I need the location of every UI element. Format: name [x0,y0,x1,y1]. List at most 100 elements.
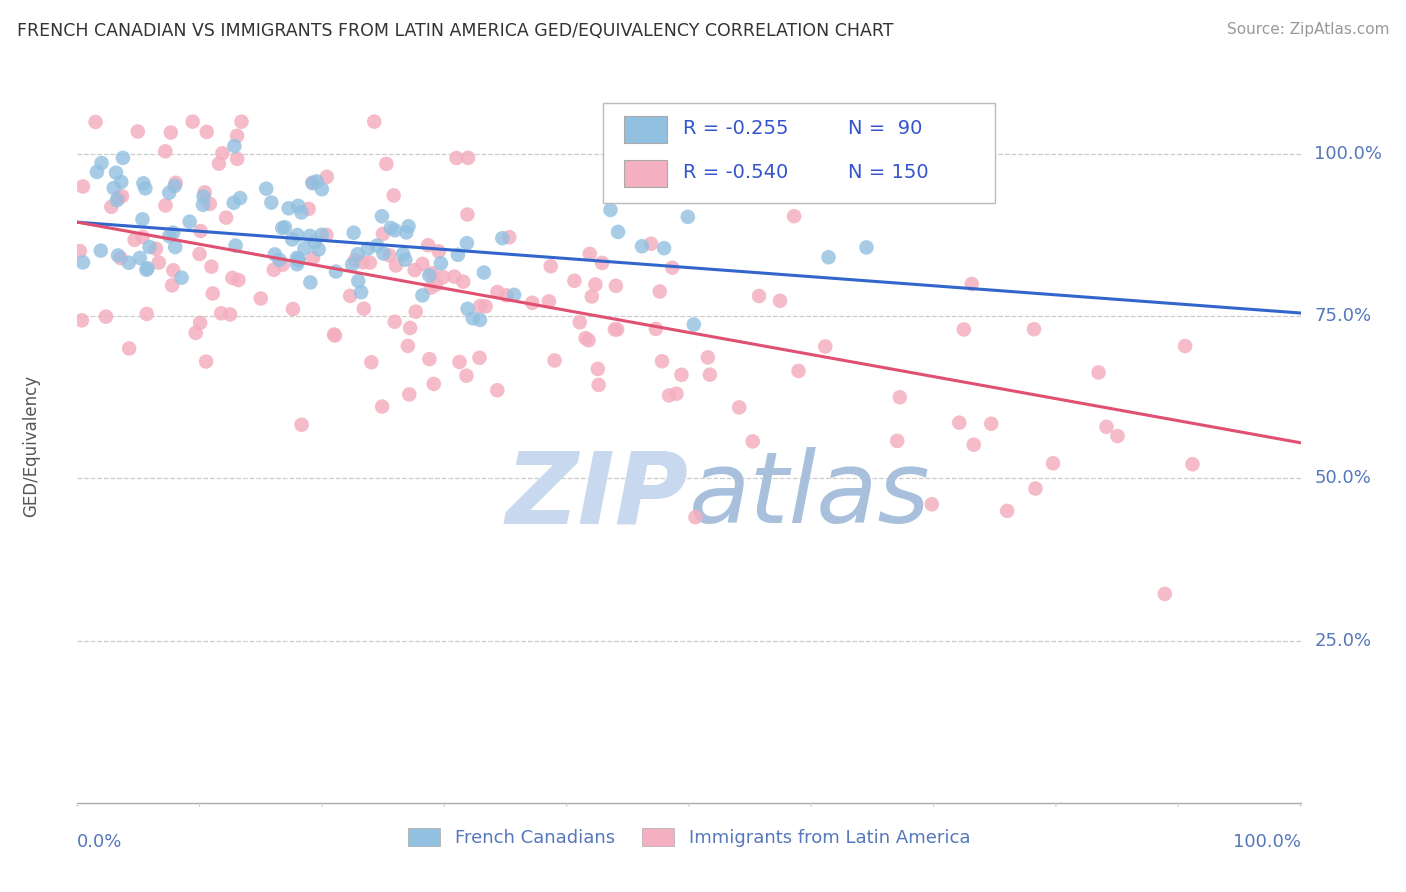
Point [591,256,613,270]
Point [165,240,187,254]
Point [148,255,170,269]
Point [190,224,212,238]
Point [110,175,132,189]
Point [226,128,249,143]
Text: atlas: atlas [689,448,931,544]
Point [661,260,683,275]
Point [405,304,427,318]
Point [371,209,394,223]
Point [963,438,986,452]
Point [281,301,304,316]
Point [769,293,792,308]
Point [343,226,366,240]
Point [392,247,415,261]
Point [159,126,181,140]
Point [787,364,810,378]
Point [135,262,157,277]
Point [564,274,586,288]
Point [456,208,478,222]
Point [651,354,673,368]
Point [105,194,128,208]
Point [299,228,322,243]
Point [124,233,146,247]
Point [135,307,157,321]
Point [420,266,443,280]
Point [162,226,184,240]
Point [581,289,603,303]
Point [131,230,153,244]
Point [671,368,693,382]
Bar [624,116,666,143]
Point [728,401,751,415]
Point [457,301,479,316]
Point [575,331,598,345]
Text: Source: ZipAtlas.com: Source: ZipAtlas.com [1226,22,1389,37]
Point [363,114,385,128]
Point [606,322,628,336]
Point [430,256,453,270]
Point [395,226,418,240]
Point [375,157,398,171]
Point [200,260,222,274]
Point [263,262,285,277]
Point [537,294,560,309]
Point [70,313,93,327]
Point [90,156,112,170]
Point [281,232,304,246]
Point [995,504,1018,518]
Point [301,176,323,190]
Point [69,244,91,258]
Point [588,378,610,392]
Point [411,257,433,271]
Point [568,315,591,329]
FancyBboxPatch shape [603,103,995,203]
Point [382,188,405,202]
Point [631,239,654,253]
Point [474,299,496,313]
Bar [624,160,666,187]
Point [287,227,309,242]
Point [297,202,319,216]
Point [107,248,129,262]
Text: FRENCH CANADIAN VS IMMIGRANTS FROM LATIN AMERICA GED/EQUIVALENCY CORRELATION CHA: FRENCH CANADIAN VS IMMIGRANTS FROM LATIN… [17,22,893,40]
Point [605,278,627,293]
Point [378,248,401,262]
Point [219,307,242,321]
Point [503,288,526,302]
Text: R = -0.540: R = -0.540 [683,163,789,182]
Point [157,186,180,200]
Point [305,174,328,188]
Point [360,355,382,369]
Point [366,238,388,252]
Point [131,212,153,227]
Point [398,387,420,401]
Point [578,333,600,347]
Point [384,223,406,237]
Point [456,236,478,251]
Point [470,299,492,313]
Point [263,247,285,261]
Point [658,388,681,402]
Point [170,270,193,285]
Point [162,263,184,277]
Point [676,210,699,224]
Point [495,288,517,302]
Point [350,285,373,300]
Point [277,201,299,215]
Point [748,289,770,303]
Point [188,247,211,261]
Point [315,169,337,184]
Point [100,200,122,214]
Point [411,288,433,302]
Point [105,166,128,180]
Point [271,221,294,235]
Text: R = -0.255: R = -0.255 [683,119,789,138]
Point [1181,457,1204,471]
Point [648,285,671,299]
Text: 50.0%: 50.0% [1315,469,1371,487]
Point [699,368,721,382]
Point [586,362,609,376]
Point [889,390,911,404]
Point [304,235,326,249]
Point [311,182,333,196]
